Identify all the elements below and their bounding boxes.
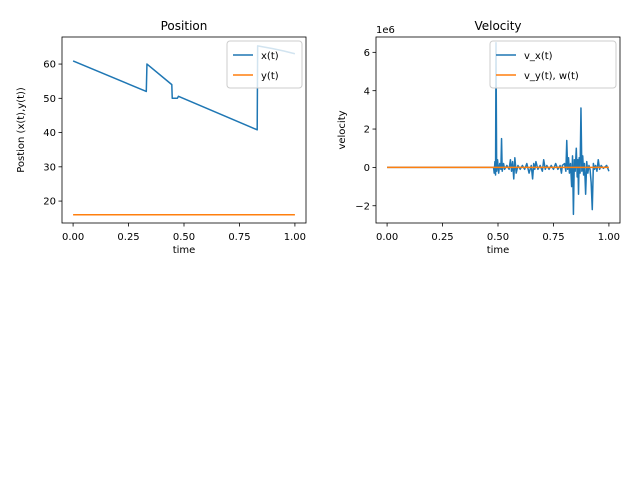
x-tick-label: 0.75 bbox=[542, 232, 564, 243]
x-tick-label: 0.25 bbox=[117, 232, 139, 243]
x-tick-label: 0.75 bbox=[228, 232, 250, 243]
y-tick-label: 2 bbox=[364, 125, 370, 136]
chart-title: Velocity bbox=[474, 19, 521, 33]
x-tick-label: 1.00 bbox=[598, 232, 620, 243]
y-tick-label: 20 bbox=[43, 197, 56, 208]
legend-box bbox=[489, 40, 617, 89]
legend: x(t) y(t) bbox=[226, 40, 303, 89]
x-tick-label: 0.25 bbox=[431, 232, 453, 243]
legend-label: x(t) bbox=[261, 51, 279, 62]
x-axis-label: time bbox=[487, 245, 510, 256]
chart-title: Position bbox=[161, 19, 208, 33]
y-tick-label: 30 bbox=[43, 162, 56, 173]
y-tick-label: 4 bbox=[364, 86, 370, 97]
x-tick-label: 0.50 bbox=[173, 232, 195, 243]
x-tick-label: 0.00 bbox=[376, 232, 398, 243]
y-tick-label: 40 bbox=[43, 128, 56, 139]
y-offset-label: 1e6 bbox=[376, 25, 395, 36]
y-tick-label: 50 bbox=[43, 94, 56, 105]
y-tick-label: 60 bbox=[43, 60, 56, 71]
position-subplot: 0.00 0.25 0.50 0.75 1.00 20 30 40 50 60 Position ti… bbox=[16, 19, 307, 256]
y-axis-label: Postion (x(t),y(t)) bbox=[16, 87, 27, 173]
y-tick-label: 6 bbox=[364, 48, 370, 59]
velocity-subplot: 0.00 0.25 0.50 0.75 1.00 −2 0 2 4 6 Velocity time ve… bbox=[337, 19, 621, 256]
legend-box bbox=[226, 40, 303, 89]
y-tick-label: −2 bbox=[355, 201, 370, 212]
x-tick-label: 1.00 bbox=[284, 232, 306, 243]
legend-label: y(t) bbox=[261, 71, 279, 82]
legend-label: v_x(t) bbox=[524, 51, 553, 62]
x-axis-label: time bbox=[173, 245, 196, 256]
legend-label: v_y(t), w(t) bbox=[524, 71, 579, 82]
y-axis-label: velocity bbox=[337, 110, 348, 149]
x-tick-label: 0.00 bbox=[62, 232, 84, 243]
x-tick-label: 0.50 bbox=[487, 232, 509, 243]
y-tick-label: 0 bbox=[364, 163, 370, 174]
legend: v_x(t) v_y(t), w(t) bbox=[489, 40, 617, 89]
